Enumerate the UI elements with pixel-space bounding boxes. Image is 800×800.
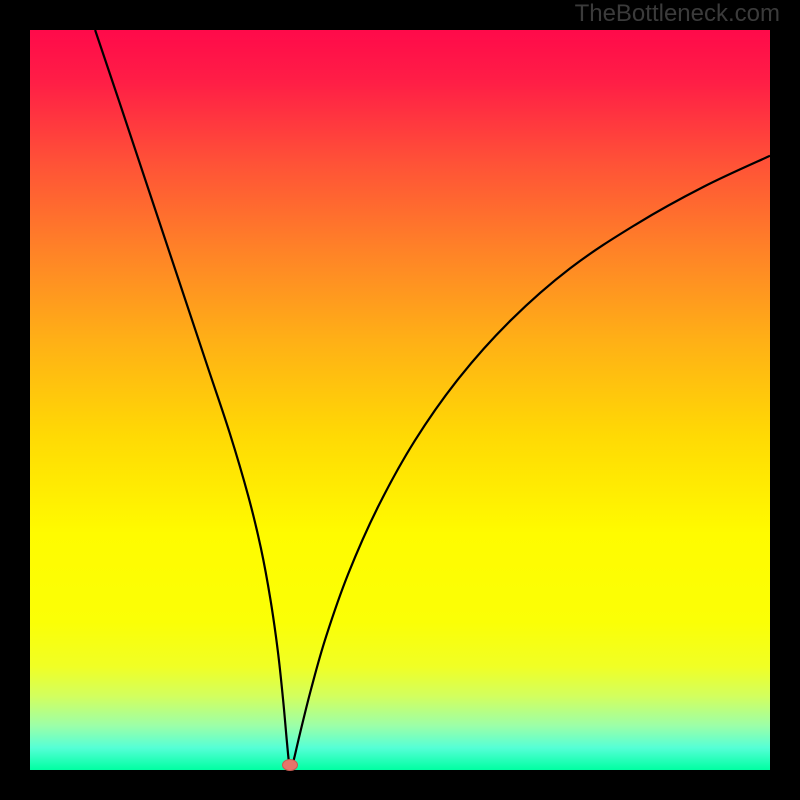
bottleneck-curve (30, 30, 770, 770)
watermark-text: TheBottleneck.com (575, 0, 780, 28)
plot-area (30, 30, 770, 770)
